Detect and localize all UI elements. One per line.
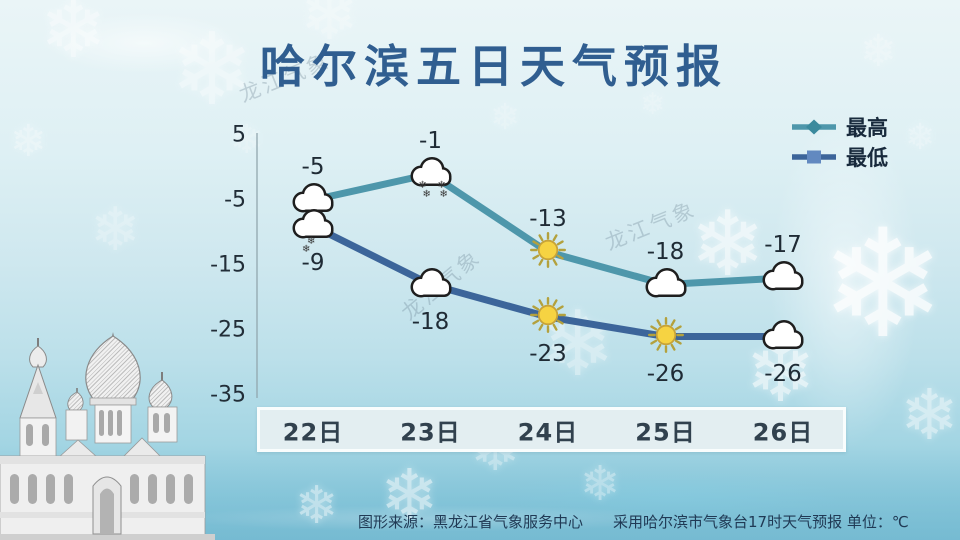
chart-legend: 最高 最低 — [790, 112, 888, 172]
legend-row-low: 最低 — [790, 142, 888, 172]
footer: 图形来源：黑龙江省气象服务中心 采用哈尔滨市气象台17时天气预报 单位：℃ — [358, 511, 909, 532]
legend-label: 最低 — [846, 146, 888, 170]
legend-marker-diamond — [792, 119, 836, 135]
cathedral-illustration — [0, 332, 215, 540]
legend-row-high: 最高 — [790, 112, 888, 142]
x-axis-date-box — [257, 407, 846, 452]
footer-source: 图形来源：黑龙江省气象服务中心 — [358, 513, 584, 531]
page-title: 哈尔滨五日天气预报 — [259, 40, 728, 93]
legend-marker-square — [792, 150, 836, 164]
footer-note: 采用哈尔滨市气象台17时天气预报 单位：℃ — [613, 513, 909, 531]
legend-label: 最高 — [846, 116, 888, 140]
series-line-high — [312, 170, 784, 289]
